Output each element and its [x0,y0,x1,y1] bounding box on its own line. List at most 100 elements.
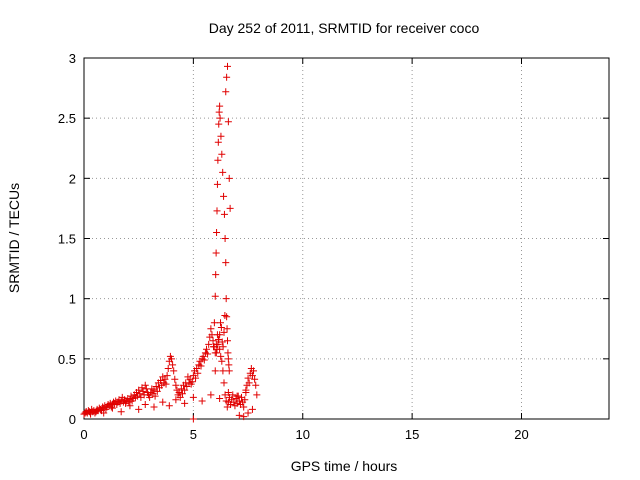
data-point [150,386,158,394]
data-point [244,409,252,417]
data-point [229,391,237,399]
data-point [224,337,231,345]
data-point [108,404,116,412]
data-point [214,340,222,348]
data-point [244,374,252,382]
data-point [212,349,220,357]
data-point [200,356,208,364]
data-point [230,398,238,406]
data-point [217,352,225,360]
data-point [171,375,179,383]
data-point [220,210,228,218]
data-point [168,355,175,363]
data-point [151,392,159,400]
data-point [250,367,258,375]
data-point [135,405,143,413]
data-point [253,391,261,399]
data-point [87,410,95,418]
data-point [150,403,158,411]
x-axis-tick-labels: 0 5 10 15 20 [80,427,528,442]
data-point [152,383,160,391]
data-point [162,380,170,388]
data-point [221,235,229,242]
data-point [172,396,180,404]
data-point [219,367,227,375]
data-point [153,387,161,395]
x-tick-label: 10 [296,427,310,442]
data-point [194,369,202,377]
data-point [218,338,226,346]
data-point [176,393,184,401]
data-point [214,138,222,146]
x-tick-label: 20 [514,427,528,442]
data-point [193,364,201,372]
data-point [170,367,178,375]
data-point [223,325,231,333]
data-point [214,156,222,164]
data-point [225,361,233,369]
data-point [216,114,224,122]
data-point [225,174,233,182]
data-point [233,392,241,400]
data-point [82,408,90,416]
data-point [93,407,101,415]
data-point [217,319,224,327]
data-point [224,62,231,70]
plot-area-frame [83,57,610,420]
data-point [163,372,171,380]
data-point [211,292,219,300]
data-point [235,411,243,419]
data-point [117,408,125,416]
data-point [209,337,217,345]
y-axis-tick-labels: 0 0.5 1 1.5 2 2.5 3 [58,51,76,427]
data-point [164,364,172,372]
data-point [207,325,215,333]
data-point [183,383,191,391]
data-point [175,389,183,397]
data-point [223,73,231,81]
data-point [213,345,221,353]
data-point [204,350,212,358]
data-point [213,180,221,188]
y-tick-label: 1.5 [58,232,76,247]
data-point [221,312,229,320]
data-point [242,386,250,394]
data-point [146,393,154,401]
y-tick-label: 1 [69,292,76,307]
y-tick-label: 0.5 [58,352,76,367]
data-point [224,349,232,357]
data-point [248,372,256,380]
y-tick-label: 3 [69,51,76,66]
data-point [240,413,248,421]
y-tick-label: 2.5 [58,111,76,126]
x-tick-label: 15 [405,427,419,442]
data-point [212,249,220,257]
data-point [172,381,180,389]
data-point [215,120,223,128]
data-point [203,345,210,353]
data-series-srmtid [80,62,261,423]
data-point [189,393,197,401]
data-point [225,367,233,375]
data-point [189,415,197,423]
data-point [252,381,260,389]
data-point [218,357,226,365]
x-tick-label: 0 [80,427,87,442]
data-point [216,331,224,339]
data-point [223,313,231,321]
x-axis-title: GPS time / hours [291,458,398,474]
data-point [217,324,225,332]
data-point [224,389,232,397]
data-point [169,361,177,369]
data-point [235,397,243,405]
data-point [241,396,249,404]
y-axis-title: SRMTID / TECUs [6,183,22,293]
data-point [226,204,234,212]
data-point [197,362,205,370]
data-point [210,319,218,327]
data-point [220,379,228,387]
data-point [220,192,228,200]
data-point [216,102,224,110]
data-point [224,118,232,126]
data-point [188,378,196,386]
